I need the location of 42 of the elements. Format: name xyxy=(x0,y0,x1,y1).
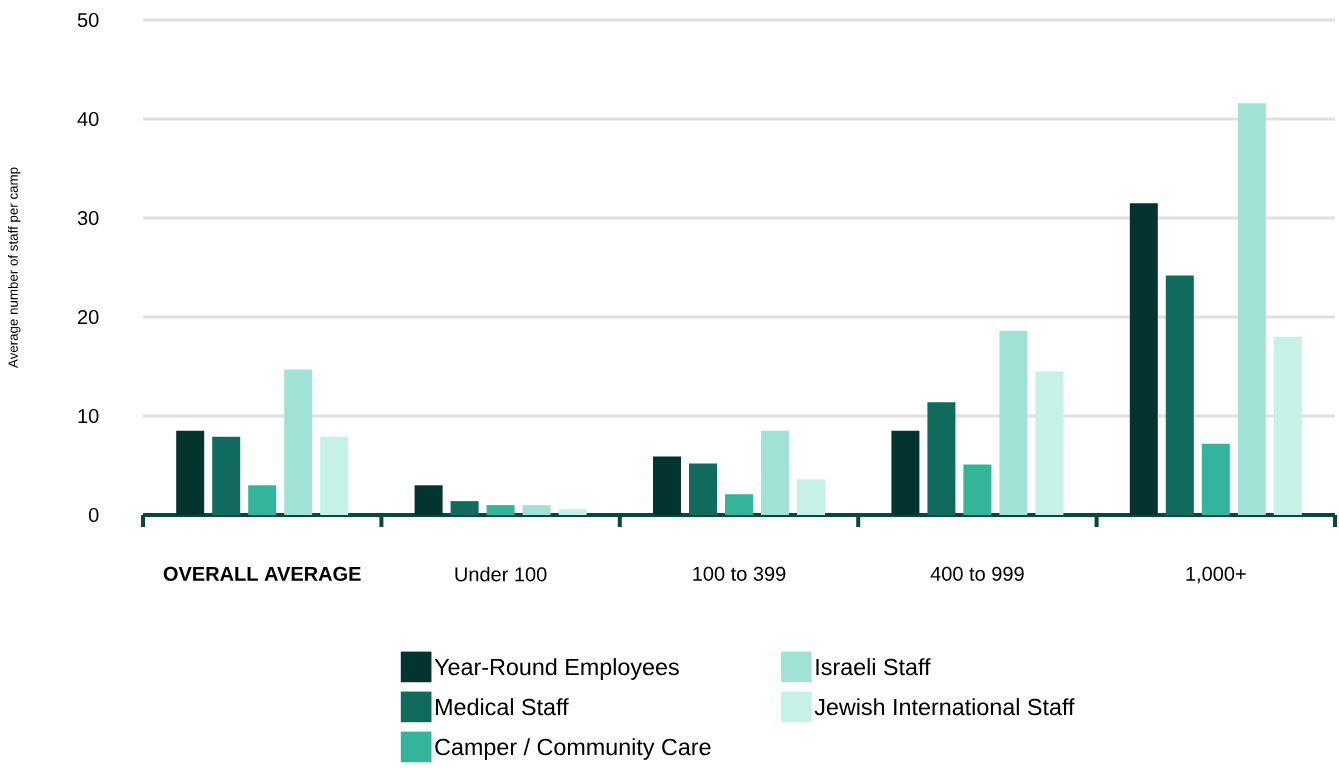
bar xyxy=(1035,371,1064,515)
bar xyxy=(558,509,587,515)
y-axis-title: Average number of staff per camp xyxy=(8,167,21,369)
bar xyxy=(891,430,920,515)
bar xyxy=(963,464,992,515)
x-tick-label: Under 100 xyxy=(455,566,547,582)
y-tick-label: 0 xyxy=(88,507,99,523)
bar xyxy=(1165,275,1194,515)
bar xyxy=(1201,443,1230,515)
x-tick-label: 400 to 999 xyxy=(930,566,1024,581)
legend-label: Year-Round Employees xyxy=(434,658,679,680)
bar xyxy=(689,463,718,515)
bar xyxy=(999,330,1028,515)
bar xyxy=(450,501,479,515)
bar xyxy=(248,485,277,515)
legend-label: Jewish International Staff xyxy=(814,698,1075,716)
y-tick-label: 10 xyxy=(78,408,99,424)
legend-label: Camper / Community Care xyxy=(435,738,711,760)
bar xyxy=(797,479,825,515)
y-tick-label: 20 xyxy=(78,309,99,325)
bar xyxy=(761,430,789,515)
bar xyxy=(212,436,241,515)
x-tick-label: 100 to 399 xyxy=(693,566,786,581)
bar xyxy=(653,456,681,515)
bar xyxy=(320,436,349,515)
bar xyxy=(522,505,551,515)
bar xyxy=(414,485,443,515)
legend-label: Israeli Staff xyxy=(816,658,931,676)
legend-label: Medical Staff xyxy=(436,698,569,716)
bar xyxy=(725,494,753,515)
x-tick-label: OVERALL AVERAGE xyxy=(163,566,361,581)
bar xyxy=(284,369,313,515)
bar xyxy=(1237,103,1266,515)
bar xyxy=(176,430,205,515)
bar xyxy=(486,505,515,515)
y-tick-label: 40 xyxy=(77,111,99,127)
bar xyxy=(1129,203,1158,515)
bar xyxy=(927,402,956,515)
x-tick-label: 1,000+ xyxy=(1186,566,1246,584)
y-tick-label: 30 xyxy=(77,210,99,226)
bar xyxy=(1273,336,1302,515)
y-tick-label: 50 xyxy=(77,12,99,28)
